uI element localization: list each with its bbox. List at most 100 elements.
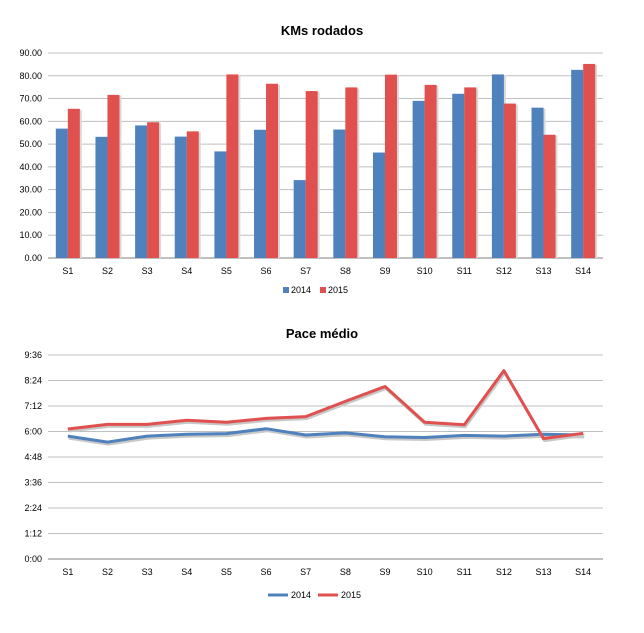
- bar-2015-S6: [266, 83, 279, 258]
- bar-2014-S9: [372, 152, 385, 258]
- bar-2014-S2: [95, 136, 108, 258]
- bar-chart-title: KMs rodados: [281, 23, 363, 38]
- bar-chart-gridlines: [48, 52, 603, 259]
- line-y-tick-label: 7:12: [24, 401, 42, 411]
- line-y-tick-label: 1:12: [24, 529, 42, 539]
- line-x-tick-label: S14: [575, 567, 591, 577]
- bar-2015-S13: [543, 134, 556, 258]
- bar-x-tick-label: S11: [457, 266, 472, 276]
- bar-2014-S4: [174, 136, 187, 258]
- bar-y-tick-label: 20.00: [19, 207, 42, 217]
- legend-swatch-2014: [283, 287, 289, 293]
- bar-x-tick-label: S12: [496, 266, 512, 276]
- line-x-tick-label: S7: [300, 567, 311, 577]
- legend-label-2014: 2014: [291, 590, 311, 600]
- line-x-tick-label: S5: [221, 567, 232, 577]
- line-chart-legend: 2014 2015: [268, 590, 361, 600]
- line-y-tick-label: 4:48: [24, 452, 42, 462]
- line-y-tick-label: 9:36: [24, 350, 42, 360]
- line-y-tick-label: 6:00: [24, 427, 42, 437]
- line-y-tick-label: 8:24: [24, 376, 42, 386]
- bar-x-tick-label: S7: [300, 266, 311, 276]
- bar-2015-S11: [464, 87, 477, 259]
- legend-swatch-2015: [320, 287, 326, 293]
- line-x-tick-label: S9: [379, 567, 390, 577]
- bar-x-tick-label: S1: [62, 266, 73, 276]
- bar-2014-S3: [135, 125, 148, 258]
- bar-2014-S14: [571, 69, 584, 258]
- bar-2015-S5: [226, 74, 239, 259]
- bar-chart-y-axis: 0.00 10.00 20.00 30.00 40.00 50.00 60.00 70.00 8…: [19, 48, 42, 263]
- line-chart-y-axis: 0:00 1:12 2:24 3:36 4:48 6:00 7:12 8:24 9:36: [24, 350, 42, 564]
- legend-label-2015: 2015: [328, 285, 348, 295]
- line-chart-title: Pace médio: [286, 326, 358, 341]
- line-chart-gridlines: [48, 354, 603, 560]
- line-chart-pace-medio: Pace médio 0:00 1:12 2:24 3:36 4:48 6:00 7:12 8…: [24, 326, 603, 600]
- legend-label-2015: 2015: [341, 590, 361, 600]
- legend-label-2014: 2014: [291, 285, 311, 295]
- bar-2014-S6: [254, 129, 267, 258]
- bar-2014-S8: [333, 129, 346, 258]
- bar-y-tick-label: 80.00: [19, 71, 42, 81]
- line-series-2014: [67, 427, 584, 444]
- line-y-tick-label: 2:24: [24, 503, 42, 513]
- bar-2014-S11: [452, 93, 465, 259]
- bar-y-tick-label: 30.00: [19, 185, 42, 195]
- line-shadow: [68, 371, 585, 443]
- bar-2015-S9: [384, 74, 397, 258]
- bar-2014-S7: [293, 180, 306, 258]
- bar-x-tick-label: S8: [340, 266, 351, 276]
- line-x-tick-label: S11: [457, 567, 472, 577]
- bar-2015-S10: [424, 84, 437, 258]
- bar-y-tick-label: 0.00: [24, 253, 42, 263]
- bar-y-tick-label: 90.00: [19, 48, 42, 58]
- line-x-tick-label: S4: [181, 567, 192, 577]
- bar-y-tick-label: 70.00: [19, 94, 42, 104]
- bar-2014-S1: [55, 128, 68, 258]
- bar-chart-bars: [55, 63, 598, 259]
- bar-2014-S10: [412, 100, 425, 258]
- line-shadow: [68, 429, 585, 446]
- line-x-tick-label: S8: [340, 567, 351, 577]
- line-x-tick-label: S12: [496, 567, 512, 577]
- bar-2015-S7: [305, 91, 318, 259]
- line-chart-series: [67, 369, 585, 446]
- bar-2014-S13: [531, 107, 544, 259]
- line-series-2015: [67, 369, 584, 441]
- bar-y-tick-label: 40.00: [19, 162, 42, 172]
- bar-x-tick-label: S2: [102, 266, 113, 276]
- bar-2015-S12: [503, 103, 516, 258]
- bar-y-tick-label: 50.00: [19, 139, 42, 149]
- bar-2015-S14: [583, 63, 596, 258]
- line-y-tick-label: 3:36: [24, 478, 42, 488]
- bar-2015-S3: [147, 122, 160, 258]
- bar-chart-x-axis: S1 S2 S3 S4 S5 S6 S7 S8 S9 S10 S11 S12 S13 S14: [62, 266, 591, 276]
- bar-2014-S12: [491, 74, 504, 259]
- bar-x-tick-label: S6: [261, 266, 272, 276]
- bar-x-tick-label: S4: [181, 266, 192, 276]
- bar-chart-legend: 2014 2015: [283, 285, 348, 295]
- line-x-tick-label: S13: [536, 567, 552, 577]
- bar-2015-S4: [186, 131, 199, 258]
- bar-x-tick-label: S14: [575, 266, 591, 276]
- line-chart-x-axis: S1 S2 S3 S4 S5 S6 S7 S8 S9 S10 S11 S12 S13 S14: [62, 567, 591, 577]
- bar-2015-S1: [67, 108, 80, 258]
- bar-y-tick-label: 10.00: [19, 230, 42, 240]
- line-x-tick-label: S1: [62, 567, 73, 577]
- bar-2015-S8: [345, 87, 358, 259]
- bar-y-tick-label: 60.00: [19, 116, 42, 126]
- bar-chart-km-rodados: KMs rodados 0.00 10.00 20.00 30.00 40.00 50.0…: [19, 23, 603, 295]
- bar-x-tick-label: S9: [379, 266, 390, 276]
- bar-2015-S2: [107, 94, 120, 259]
- bar-x-tick-label: S5: [221, 266, 232, 276]
- line-x-tick-label: S10: [417, 567, 433, 577]
- bar-x-tick-label: S3: [142, 266, 153, 276]
- line-x-tick-label: S2: [102, 567, 113, 577]
- line-x-tick-label: S3: [142, 567, 153, 577]
- line-y-tick-label: 0:00: [24, 554, 42, 564]
- bar-2014-S5: [214, 151, 227, 258]
- bar-x-tick-label: S13: [536, 266, 552, 276]
- line-x-tick-label: S6: [261, 567, 272, 577]
- bar-x-tick-label: S10: [417, 266, 433, 276]
